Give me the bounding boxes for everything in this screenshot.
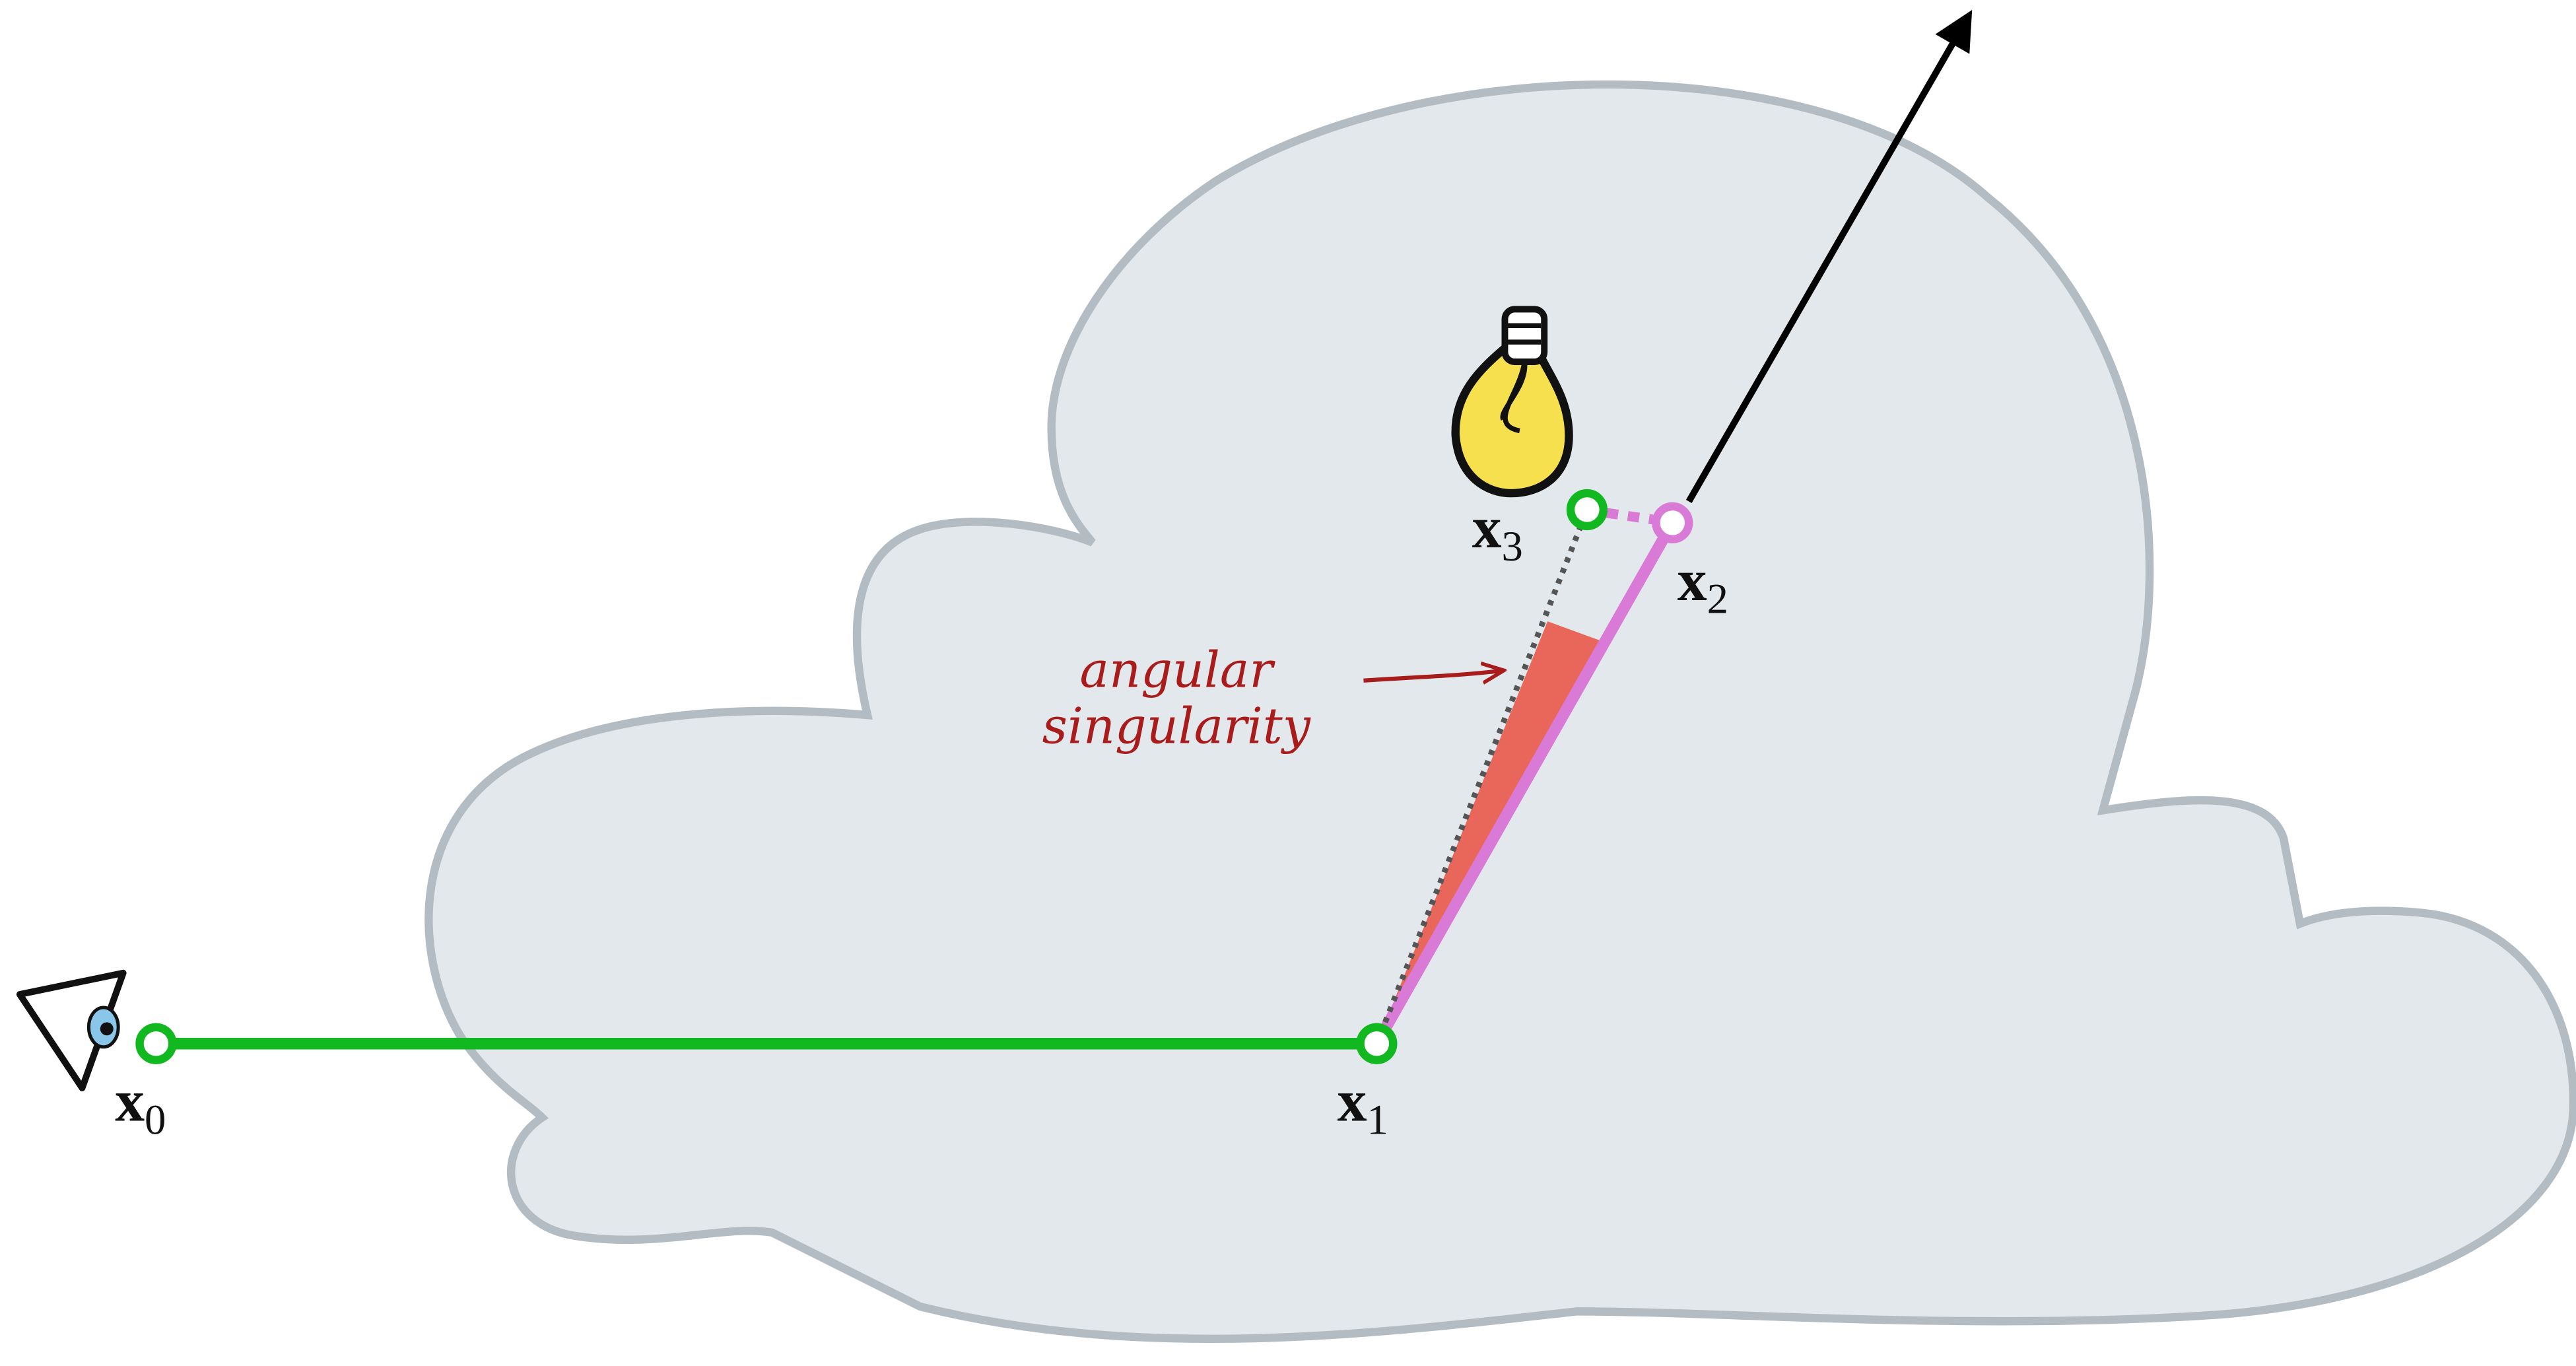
vertex xyxy=(1656,506,1689,539)
label-subscript: 3 xyxy=(1502,522,1523,570)
label-subscript: 0 xyxy=(145,1096,166,1144)
page: x0 x1 x2 x3 angular singularity (() => {… xyxy=(0,0,2576,1366)
vertex xyxy=(1571,493,1604,526)
diagram: x0 x1 x2 x3 angular singularity xyxy=(0,0,2576,1366)
label-subscript: 1 xyxy=(1367,1096,1388,1144)
eye xyxy=(20,973,123,1088)
vertex xyxy=(1360,1027,1393,1060)
label-base: x xyxy=(1472,495,1502,561)
label-subscript: 2 xyxy=(1707,575,1728,623)
label-base: x xyxy=(1678,548,1707,613)
medium-cloud xyxy=(428,85,2573,1339)
vertex-label: x0 xyxy=(115,1069,166,1144)
label-base: x xyxy=(1338,1069,1367,1134)
vertex xyxy=(140,1027,173,1060)
annotation-line: angular xyxy=(1080,642,1276,699)
label-base: x xyxy=(115,1069,145,1134)
annotation-line: singularity xyxy=(1042,697,1311,755)
